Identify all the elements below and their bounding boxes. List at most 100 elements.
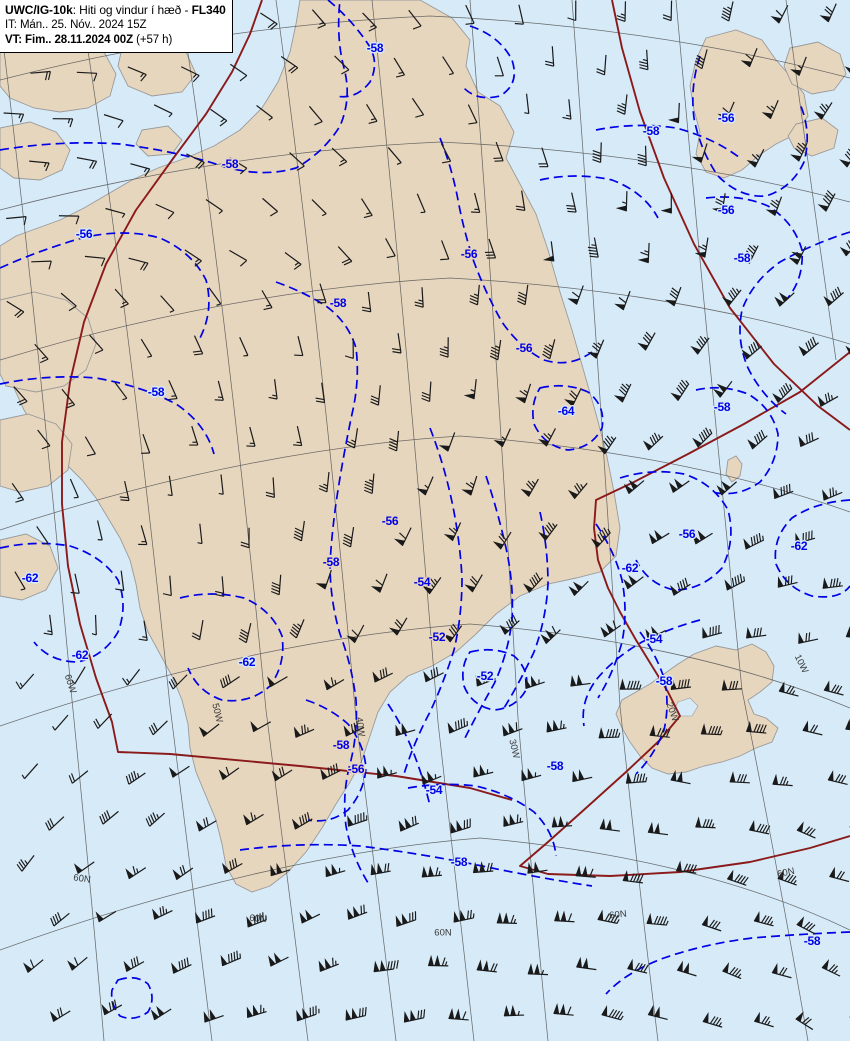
wind-barb — [676, 960, 697, 977]
latitude-70n — [0, 277, 850, 361]
wind-barb — [822, 577, 843, 589]
wind-barb — [186, 153, 205, 170]
wind-barb — [153, 104, 173, 118]
fir-boundary-reykjavik — [519, 351, 850, 877]
legend-vt-suffix: (+57 h) — [133, 34, 173, 47]
wind-barb — [229, 249, 248, 267]
wind-barb — [484, 238, 497, 259]
wind-barb — [6, 300, 25, 318]
wind-barb — [68, 770, 89, 784]
wind-barb — [637, 331, 656, 351]
wind-barb — [246, 1004, 267, 1018]
wind-barb — [122, 668, 141, 686]
wind-barb — [562, 99, 572, 120]
isotherm-label: -58 — [713, 400, 731, 414]
isotherm-minus56-far-e — [705, 196, 804, 301]
wind-barb — [311, 199, 327, 217]
wind-barb — [515, 383, 532, 404]
isotherm-label: -54 — [645, 632, 663, 646]
wind-barb — [540, 625, 561, 645]
wind-barb — [613, 383, 632, 403]
isotherm-label: -54 — [413, 575, 431, 589]
wind-barb — [503, 813, 524, 827]
isotherm-minus52-ocean-s — [462, 648, 528, 711]
wind-barb — [819, 3, 837, 23]
wind-barb — [745, 720, 767, 734]
wind-barb — [262, 197, 278, 217]
wind-barb — [89, 334, 104, 355]
wind-barb — [469, 284, 480, 306]
wind-barb — [442, 56, 455, 76]
wind-barb — [729, 771, 750, 784]
legend-title-line: UWC/IG-10k: Hiti og vindur í hæð - FL340 — [5, 3, 226, 18]
wind-barb — [189, 425, 199, 446]
wind-barb — [827, 770, 848, 786]
wind-barb — [702, 624, 723, 639]
wind-barb — [664, 286, 682, 307]
wind-barb — [140, 338, 153, 358]
wind-barb — [464, 574, 483, 593]
wind-barb — [567, 0, 577, 22]
wind-barb — [823, 680, 844, 696]
wind-barb — [93, 713, 113, 729]
wind-barb — [315, 569, 332, 590]
wind-barb — [36, 526, 49, 545]
wind-barb — [711, 193, 726, 214]
isotherm-minus64-core — [532, 384, 604, 451]
wind-barb — [522, 572, 543, 593]
wind-barb — [114, 381, 128, 401]
graticule-label: 60N — [72, 872, 92, 886]
wind-barb — [600, 620, 622, 638]
wind-barb — [210, 108, 228, 127]
wind-barb — [601, 1005, 624, 1021]
wind-barb — [184, 249, 202, 267]
wind-barb — [746, 148, 765, 168]
wind-barb — [416, 193, 426, 214]
wind-barb — [203, 1009, 224, 1023]
wind-barb — [740, 244, 759, 264]
wind-barb — [590, 527, 611, 548]
isotherm-minus58-canada-w — [0, 376, 215, 455]
wind-barb — [45, 816, 65, 831]
wind-barb — [91, 614, 97, 636]
wind-barb — [845, 718, 850, 733]
wind-barb — [115, 570, 125, 592]
wind-barb — [331, 147, 348, 167]
legend-valid-time-line: VT: Fim.. 28.11.2024 00Z (+57 h) — [5, 33, 226, 48]
isotherm-label: -56 — [515, 341, 533, 355]
iceland-lake — [673, 697, 699, 717]
wind-barb — [502, 722, 523, 737]
wind-barb — [58, 215, 80, 225]
wind-barb — [197, 523, 203, 545]
wind-barb — [268, 952, 289, 967]
wind-barb — [421, 770, 442, 785]
wind-barb — [145, 812, 165, 827]
wind-barb — [440, 143, 452, 164]
wind-barb — [564, 387, 582, 407]
isotherm-label: -58 — [642, 124, 660, 138]
isotherm-label: -56 — [381, 514, 399, 528]
wind-barb — [438, 432, 456, 452]
baffin-island-south — [0, 533, 59, 601]
latitude-55n — [0, 837, 850, 951]
wind-barb — [465, 4, 475, 25]
isotherm-minus56-ne-arc — [539, 175, 659, 219]
wind-barb — [822, 487, 843, 501]
wind-barb — [391, 333, 402, 354]
wind-barb — [238, 622, 252, 644]
wind-barb — [195, 817, 217, 832]
wind-barb — [622, 870, 644, 884]
wind-barb — [777, 869, 797, 886]
isotherm-minus62-far-east — [774, 499, 850, 598]
wind-barb — [152, 906, 173, 920]
isotherm-label: -62 — [790, 539, 808, 553]
isotherm-label: -64 — [557, 404, 575, 418]
chart-legend-box: UWC/IG-10k: Hiti og vindur í hæð - FL340… — [0, 0, 233, 53]
wind-barb — [260, 12, 278, 30]
wind-barb — [128, 257, 149, 271]
wind-barb — [127, 66, 147, 82]
latitude-60n — [0, 623, 850, 727]
wind-barb — [395, 911, 417, 927]
wind-barb — [271, 574, 282, 596]
isotherm-minus58-svalbard-s — [595, 124, 741, 159]
